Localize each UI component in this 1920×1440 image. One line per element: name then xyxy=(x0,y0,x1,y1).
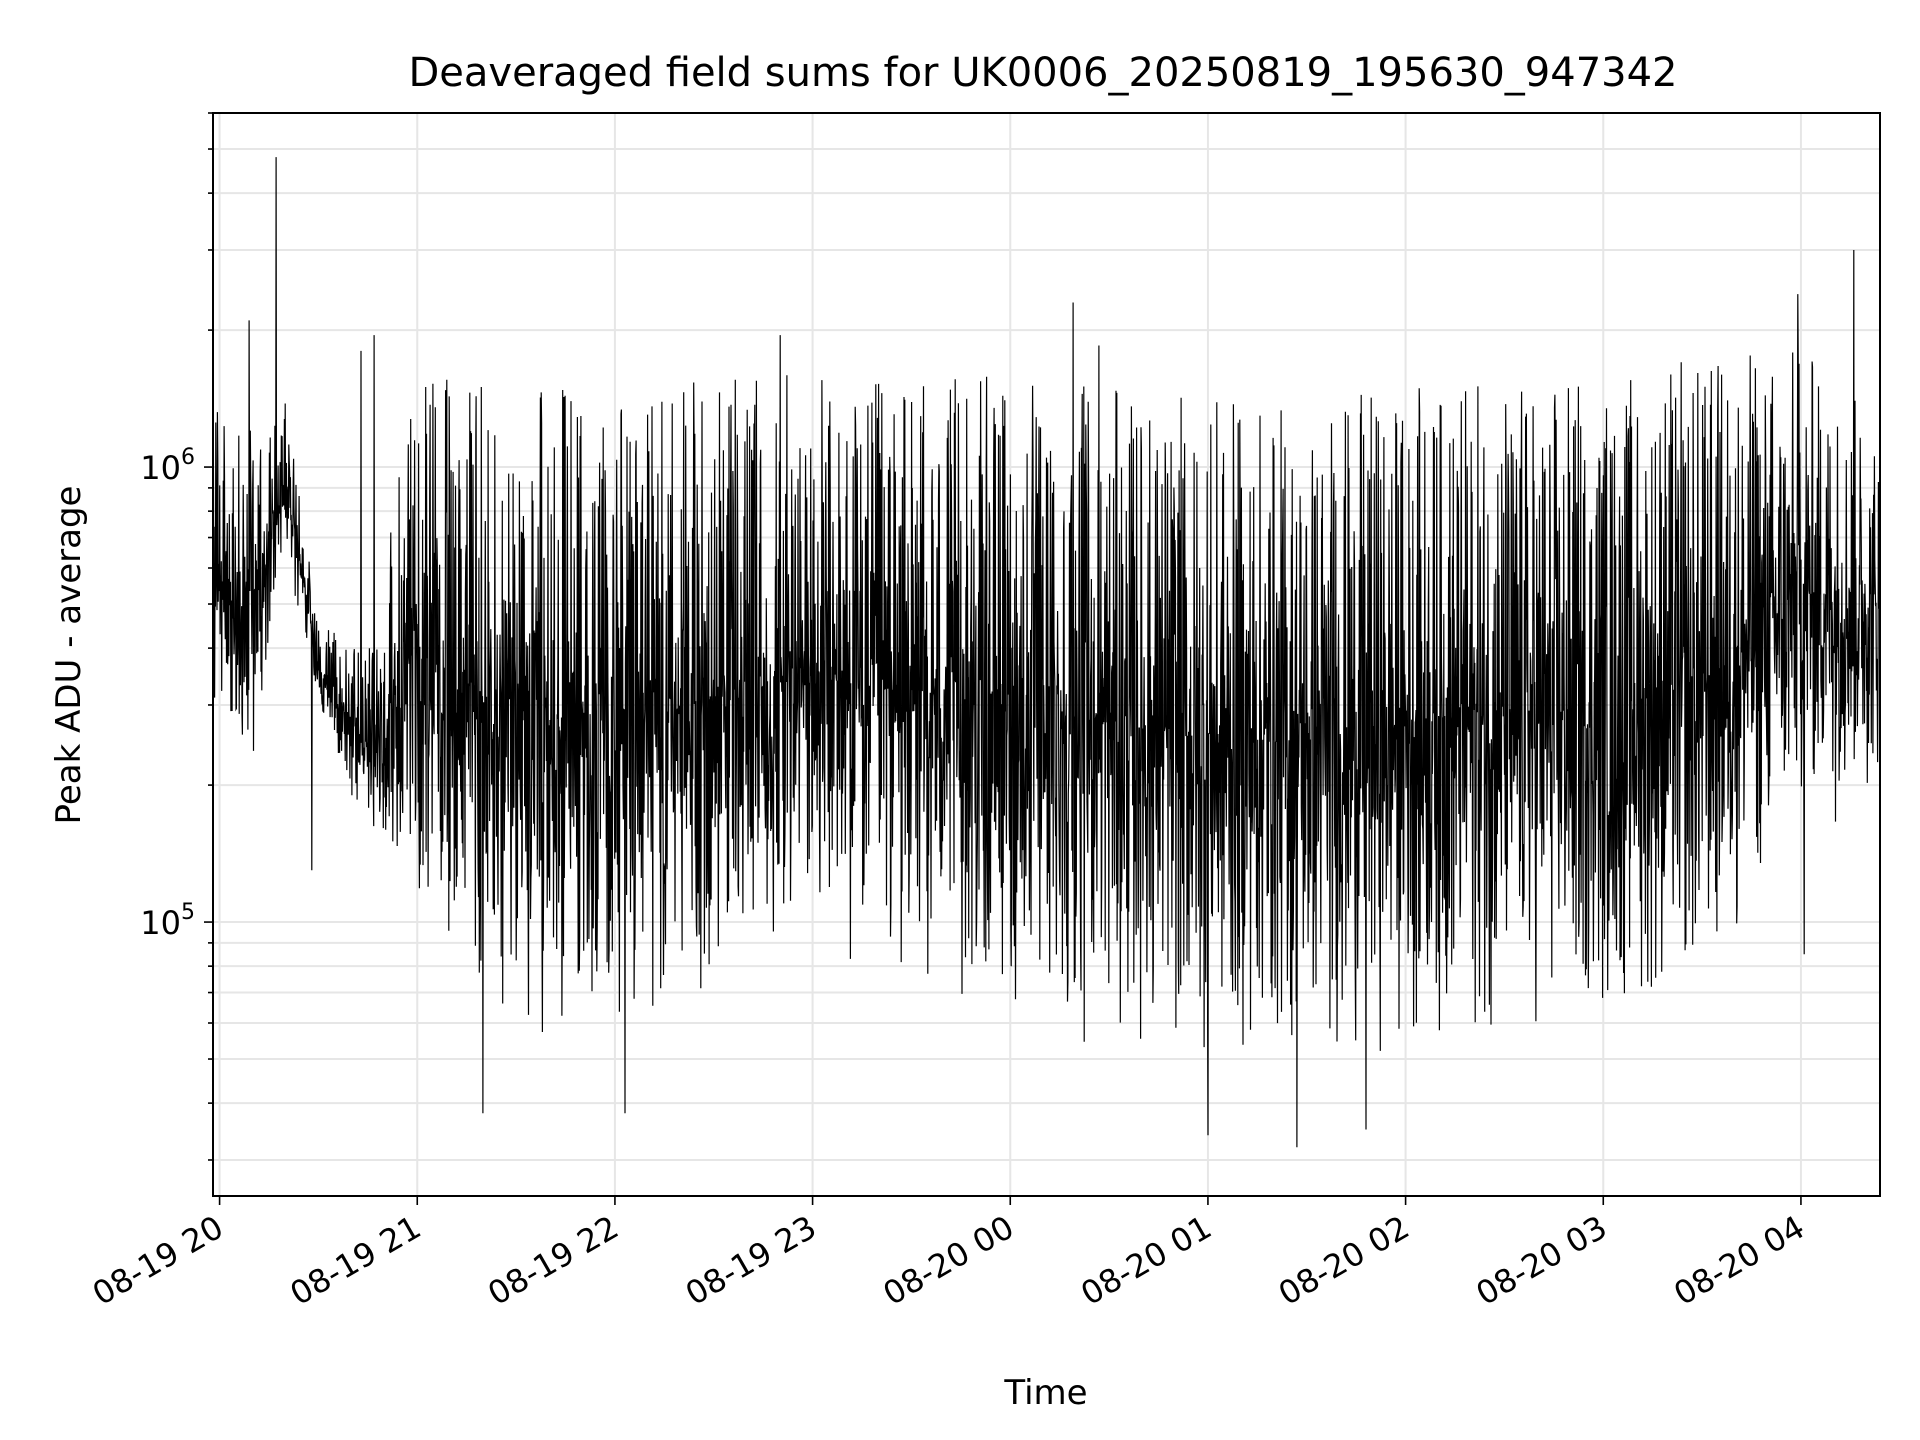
x-axis-label: Time xyxy=(1003,1373,1087,1413)
plot-area xyxy=(212,157,1881,1148)
y-tick-label: 105 xyxy=(140,900,195,942)
axes-frame xyxy=(212,112,1881,1197)
y-axis-label: Peak ADU - average xyxy=(49,486,89,825)
chart-title: Deaveraged field sums for UK0006_2025081… xyxy=(408,50,1677,96)
y-tick-label: 106 xyxy=(140,445,195,487)
series-line xyxy=(212,157,1881,1148)
